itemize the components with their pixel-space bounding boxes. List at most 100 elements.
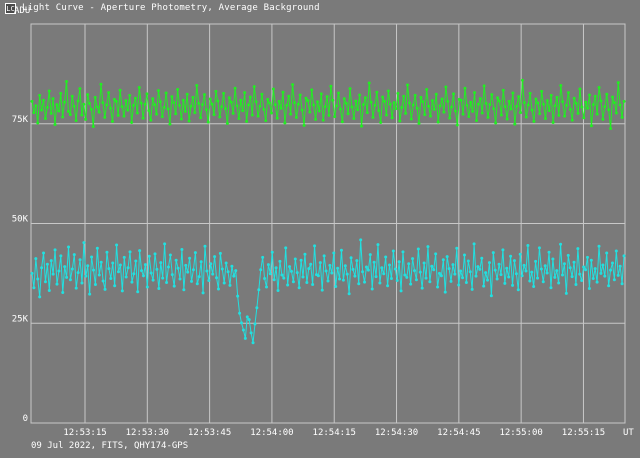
data-point <box>622 254 626 258</box>
data-point <box>247 318 251 322</box>
data-point <box>243 336 247 340</box>
data-point <box>224 107 227 111</box>
data-point <box>595 112 599 116</box>
data-point <box>389 277 393 281</box>
data-point <box>218 251 222 255</box>
data-point <box>124 275 128 279</box>
data-point <box>540 89 544 93</box>
data-point <box>86 264 90 268</box>
data-point <box>257 288 261 292</box>
data-point <box>120 105 124 109</box>
data-point <box>172 101 176 105</box>
data-point <box>487 261 491 265</box>
data-point <box>124 99 128 103</box>
data-point <box>484 101 488 105</box>
data-point <box>459 269 463 273</box>
data-point <box>518 252 522 256</box>
data-point <box>207 279 211 283</box>
data-point <box>399 289 403 293</box>
data-point <box>40 108 44 112</box>
data-point <box>514 272 518 276</box>
data-point <box>30 99 34 103</box>
data-point <box>412 269 416 273</box>
data-point <box>283 121 287 125</box>
data-point <box>268 272 272 276</box>
data-point <box>616 273 620 277</box>
data-point <box>353 274 357 278</box>
data-point <box>206 120 210 124</box>
data-point <box>118 263 122 267</box>
x-tick-label: 12:54:30 <box>375 428 418 438</box>
data-point <box>241 328 245 332</box>
data-point <box>318 261 322 265</box>
data-point <box>216 287 220 291</box>
data-point <box>285 103 289 107</box>
data-point <box>183 109 187 113</box>
data-point <box>273 103 277 107</box>
data-point <box>241 109 245 113</box>
data-point <box>65 275 69 279</box>
data-point <box>315 100 319 104</box>
data-point <box>438 104 442 108</box>
data-point <box>199 260 203 264</box>
data-point <box>305 281 309 285</box>
x-tick-label: 12:55:00 <box>499 428 542 438</box>
data-point <box>147 254 151 258</box>
data-point <box>369 100 373 104</box>
data-point <box>229 100 233 104</box>
data-point <box>386 284 390 288</box>
data-point <box>597 244 601 248</box>
data-point <box>99 260 103 264</box>
data-point <box>138 249 142 253</box>
data-point <box>419 95 423 99</box>
data-point <box>576 247 580 251</box>
data-point <box>326 279 330 283</box>
data-point <box>42 98 45 102</box>
data-point <box>520 274 524 278</box>
data-point <box>444 85 448 89</box>
data-point <box>547 250 551 254</box>
data-point <box>463 86 467 90</box>
data-point <box>547 109 551 113</box>
y-tick-label: 50K <box>12 215 29 225</box>
data-point <box>580 279 584 283</box>
series-1 <box>30 238 626 345</box>
x-tick-label: 12:53:45 <box>188 428 231 438</box>
data-point <box>332 251 336 255</box>
data-point <box>30 271 34 275</box>
data-point <box>580 105 584 109</box>
data-point <box>603 105 607 109</box>
data-point <box>304 96 308 100</box>
data-point <box>453 109 457 113</box>
data-point <box>511 91 515 95</box>
data-point <box>195 83 199 87</box>
data-point <box>424 276 428 280</box>
data-point <box>472 242 476 246</box>
data-point <box>397 260 401 264</box>
data-point <box>618 103 622 107</box>
data-point <box>82 102 86 106</box>
data-point <box>254 100 258 104</box>
data-point <box>53 123 57 127</box>
data-point <box>462 253 466 257</box>
data-point <box>601 263 605 267</box>
data-point <box>417 121 421 125</box>
data-point <box>66 109 70 113</box>
data-point <box>178 277 182 281</box>
data-point <box>40 266 44 270</box>
series-0 <box>30 78 626 131</box>
data-point <box>622 99 626 103</box>
data-point <box>280 273 284 277</box>
data-point <box>562 262 566 266</box>
data-point <box>357 282 361 286</box>
data-point <box>208 97 212 101</box>
data-point <box>536 101 540 105</box>
data-point <box>620 282 624 286</box>
data-point <box>468 270 472 274</box>
data-point <box>143 102 147 106</box>
data-point <box>226 270 230 274</box>
light-curve-app-icon[interactable]: LC <box>5 2 16 14</box>
data-point <box>464 281 468 285</box>
data-point <box>347 292 351 296</box>
data-point <box>293 257 297 261</box>
